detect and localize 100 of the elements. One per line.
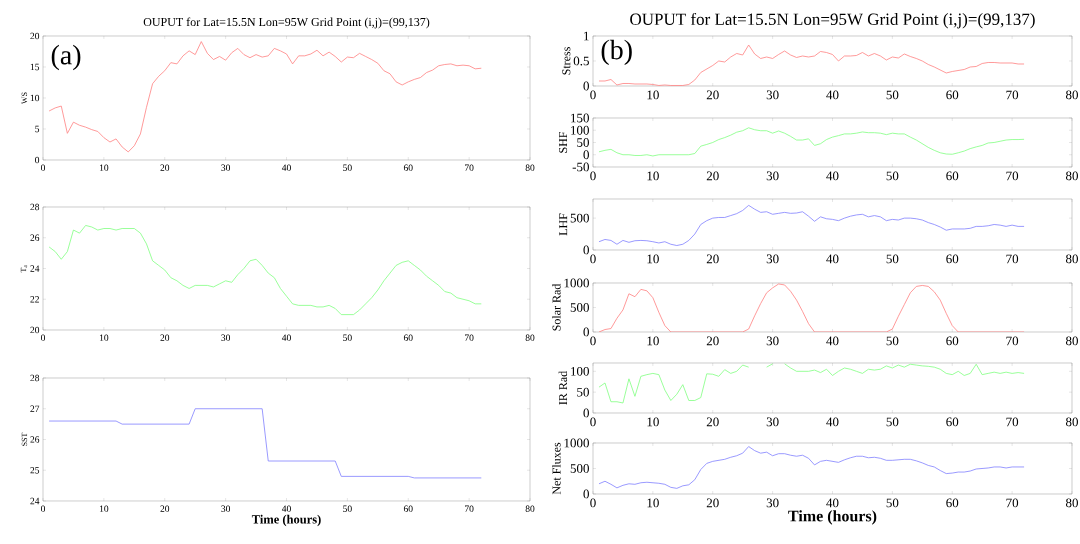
annotation: (b)	[601, 39, 632, 66]
y-tick-label: 1	[584, 31, 589, 41]
x-tick-label: 40	[281, 334, 291, 341]
y-tick-label: 50	[577, 387, 589, 397]
x-tick-label: 70	[1006, 498, 1019, 508]
x-tick-label: 70	[465, 505, 474, 512]
y-tick-label: 0	[583, 408, 589, 418]
x-tick-label: 30	[766, 254, 779, 264]
x-tick-label: 10	[647, 417, 659, 427]
x-tick-label: 50	[343, 505, 352, 512]
annotation: (a)	[51, 44, 81, 71]
x-tick-label: 20	[706, 336, 719, 346]
x-tick-label: 0	[41, 164, 46, 171]
x-tick-label: 60	[946, 254, 959, 264]
chart-title: OUPUT for Lat=15.5N Lon=95W Grid Point (i,j)=(99,137)	[143, 17, 430, 29]
y-tick-label: 28	[30, 203, 40, 211]
x-tick-label: 10	[99, 505, 109, 512]
y-tick-label: 50	[577, 138, 589, 147]
x-tick-label: 20	[160, 334, 170, 341]
x-tick-label: 0	[590, 254, 596, 264]
x-tick-label: 80	[1065, 417, 1078, 427]
x-tick-label: 80	[1065, 171, 1078, 181]
x-tick-label: 40	[826, 171, 839, 181]
chart-title: OUPUT for Lat=15.5N Lon=95W Grid Point (i,j)=(99,137)	[630, 12, 1035, 29]
x-tick-label: 50	[886, 90, 899, 100]
y-axis-title: SHF	[559, 131, 568, 153]
x-tick-label: 60	[403, 334, 413, 341]
x-tick-label: 30	[221, 334, 231, 341]
x-tick-label: 50	[886, 417, 899, 427]
x-tick-label: 10	[647, 336, 659, 346]
x-tick-label: 20	[706, 498, 719, 508]
y-tick-label: 24	[30, 497, 40, 505]
x-tick-label: 30	[766, 417, 779, 427]
x-tick-label: 0	[41, 334, 46, 341]
x-tick-label: 30	[766, 498, 779, 508]
x-tick-label: 80	[525, 334, 535, 341]
x-tick-label: 30	[766, 336, 779, 346]
x-tick-label: 10	[647, 90, 659, 100]
x-tick-label: 0	[41, 505, 46, 512]
x-tick-label: 70	[1006, 336, 1019, 346]
y-tick-label: 1000	[564, 278, 589, 288]
x-tick-label: 70	[1006, 417, 1019, 427]
x-tick-label: 60	[946, 336, 959, 346]
x-tick-label: 40	[826, 417, 839, 427]
y-tick-label: 26	[30, 436, 40, 443]
x-tick-label: 40	[826, 254, 839, 264]
x-tick-label: 10	[647, 171, 659, 181]
y-tick-label: -50	[572, 162, 589, 172]
y-axis-title: Stress	[562, 47, 571, 75]
y-axis-title: T$_{a}$	[20, 265, 28, 273]
x-tick-label: 0	[590, 417, 596, 427]
y-tick-label: 25	[30, 467, 40, 474]
x-tick-label: 40	[826, 336, 839, 346]
x-tick-label: 20	[706, 417, 719, 427]
x-tick-label: 70	[1006, 254, 1019, 264]
x-tick-label: 10	[99, 164, 109, 171]
x-tick-label: 40	[826, 90, 839, 100]
x-tick-label: 20	[160, 164, 170, 171]
line-series	[48, 408, 482, 479]
x-tick-label: 80	[1065, 254, 1078, 264]
x-tick-label: 40	[281, 164, 291, 171]
y-tick-label: 15	[30, 63, 40, 71]
y-axis-title: Solar Rad	[552, 283, 561, 331]
x-tick-label: 70	[465, 334, 474, 341]
x-tick-label: 80	[525, 505, 535, 512]
y-tick-label: 0	[583, 245, 589, 255]
x-tick-label: 0	[590, 90, 596, 100]
x-tick-label: 30	[221, 505, 231, 512]
x-tick-label: 0	[590, 336, 596, 346]
y-tick-label: 100	[571, 125, 589, 135]
y-tick-label: 150	[571, 113, 589, 123]
y-tick-label: 20	[30, 326, 40, 334]
x-axis-title: Time (hours)	[251, 514, 321, 527]
y-tick-label: 5	[35, 125, 40, 133]
y-tick-label: 500	[570, 303, 589, 312]
y-tick-label: 500	[570, 213, 589, 223]
y-axis-title: LHF	[559, 213, 568, 236]
y-axis-title: Net Fluxes	[552, 442, 561, 495]
x-tick-label: 10	[647, 254, 659, 264]
x-tick-label: 50	[886, 171, 899, 181]
y-tick-label: 500	[570, 464, 589, 473]
y-tick-label: 0.5	[573, 56, 589, 66]
x-tick-label: 20	[706, 254, 719, 264]
line-series	[48, 41, 482, 153]
y-tick-label: 22	[30, 296, 39, 303]
y-tick-label: 0	[583, 81, 589, 91]
x-tick-label: 80	[1065, 336, 1078, 346]
y-tick-label: 28	[30, 374, 40, 382]
y-tick-label: 26	[30, 234, 40, 241]
x-tick-label: 30	[766, 90, 779, 100]
y-axis-title: SST	[21, 432, 28, 446]
y-axis-title: IR Rad	[558, 370, 568, 405]
x-tick-label: 40	[281, 505, 291, 512]
x-tick-label: 60	[403, 164, 413, 171]
x-tick-label: 70	[465, 164, 474, 171]
y-tick-label: 24	[30, 265, 40, 272]
x-tick-label: 60	[403, 505, 413, 512]
x-tick-label: 50	[886, 498, 899, 508]
x-tick-label: 10	[99, 334, 109, 341]
x-tick-label: 80	[1065, 498, 1078, 508]
